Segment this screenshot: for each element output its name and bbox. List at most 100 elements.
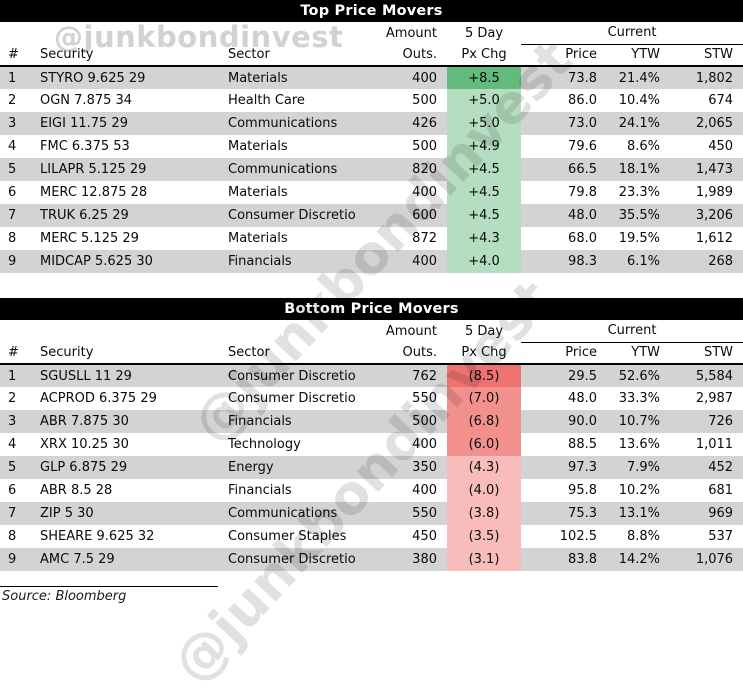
sector-name: Materials (228, 139, 288, 154)
sector-name: Financials (228, 414, 292, 429)
px-chg-cell: (7.0) (447, 387, 521, 410)
ytw-value: 19.5% (618, 231, 660, 246)
px-chg-cell: (4.3) (447, 456, 521, 479)
sector-name: Consumer Discretio (228, 208, 356, 223)
source-block: Source: Bloomberg (0, 586, 743, 604)
amount-outstanding: 426 (412, 116, 437, 131)
row-number: 5 (8, 162, 17, 177)
row-number: 4 (8, 139, 17, 154)
price-value: 98.3 (568, 254, 597, 269)
header-columns-row: # Security Sector Outs. Px Chg Price YTW… (0, 342, 743, 365)
ytw-value: 35.5% (618, 208, 660, 223)
sector-name: Consumer Staples (228, 529, 347, 544)
ytw-value: 18.1% (618, 162, 660, 177)
sector-name: Communications (228, 116, 338, 131)
table-row: 4 FMC 6.375 53 Materials 500 +4.9 79.6 8… (0, 135, 743, 158)
stw-value: 1,802 (695, 70, 734, 86)
sector-name: Materials (228, 70, 288, 86)
header-security: Security (36, 342, 228, 365)
stw-value: 268 (708, 254, 734, 269)
top-price-movers-section: Top Price Movers Amount 5 Day Current # … (0, 0, 743, 273)
header-stw: STW (663, 342, 743, 365)
header-current-group: Current (521, 320, 743, 343)
px-chg-cell: +4.5 (447, 181, 521, 204)
header-5day: 5 Day (464, 25, 504, 41)
security-name: XRX 10.25 30 (40, 437, 129, 452)
bottom-table-title-bar: Bottom Price Movers (0, 298, 743, 320)
row-number: 7 (8, 506, 17, 521)
table-row: 7 TRUK 6.25 29 Consumer Discretio 600 +4… (0, 204, 743, 227)
row-number: 2 (8, 391, 17, 406)
amount-outstanding: 450 (412, 529, 437, 544)
amount-outstanding: 600 (412, 208, 437, 223)
ytw-value: 52.6% (618, 368, 660, 384)
price-value: 102.5 (559, 529, 597, 544)
header-amount: Amount (385, 25, 437, 41)
table-row: 3 EIGI 11.75 29 Communications 426 +5.0 … (0, 112, 743, 135)
header-pxchg: Px Chg (447, 342, 521, 365)
header-columns-row: # Security Sector Outs. Px Chg Price YTW… (0, 44, 743, 67)
ytw-value: 8.6% (626, 139, 660, 154)
security-name: LILAPR 5.125 29 (40, 162, 147, 177)
ytw-value: 13.1% (618, 506, 660, 521)
sector-name: Consumer Discretio (228, 552, 356, 567)
top-table-body: 1 STYRO 9.625 29 Materials 400 +8.5 73.8… (0, 66, 743, 273)
header-sector: Sector (228, 44, 378, 67)
row-number: 7 (8, 208, 17, 223)
sector-name: Consumer Discretio (228, 368, 356, 384)
row-number: 9 (8, 552, 17, 567)
amount-outstanding: 400 (412, 254, 437, 269)
price-value: 79.6 (568, 139, 597, 154)
price-value: 83.8 (568, 552, 597, 567)
row-number: 9 (8, 254, 17, 269)
table-row: 5 LILAPR 5.125 29 Communications 820 +4.… (0, 158, 743, 181)
table-row: 4 XRX 10.25 30 Technology 400 (6.0) 88.5… (0, 433, 743, 456)
security-name: ACPROD 6.375 29 (40, 391, 157, 406)
ytw-value: 33.3% (618, 391, 660, 406)
header-security: Security (36, 44, 228, 67)
px-chg-cell: +4.5 (447, 158, 521, 181)
security-name: SGUSLL 11 29 (40, 368, 132, 384)
row-number: 3 (8, 414, 17, 429)
price-value: 75.3 (568, 506, 597, 521)
amount-outstanding: 500 (412, 414, 437, 429)
stw-value: 450 (708, 139, 734, 154)
px-chg-cell: +4.0 (447, 250, 521, 273)
amount-outstanding: 400 (412, 185, 437, 200)
ytw-value: 14.2% (618, 552, 660, 567)
price-value: 97.3 (568, 460, 597, 475)
price-value: 73.0 (568, 116, 597, 131)
table-row: 3 ABR 7.875 30 Financials 500 (6.8) 90.0… (0, 410, 743, 433)
row-number: 6 (8, 185, 17, 200)
header-group-row: Amount 5 Day Current (0, 22, 743, 45)
ytw-value: 10.7% (618, 414, 660, 429)
amount-outstanding: 820 (412, 162, 437, 177)
sector-name: Materials (228, 231, 288, 246)
price-value: 66.5 (568, 162, 597, 177)
px-chg-cell: +5.0 (447, 89, 521, 112)
sector-name: Consumer Discretio (228, 391, 356, 406)
row-number: 8 (8, 529, 17, 544)
header-amount: Amount (385, 323, 437, 339)
security-name: MIDCAP 5.625 30 (40, 254, 153, 269)
ytw-value: 23.3% (618, 185, 660, 200)
price-value: 48.0 (568, 391, 597, 406)
source-divider (0, 586, 218, 587)
ytw-value: 21.4% (618, 70, 660, 86)
row-number: 5 (8, 460, 17, 475)
sector-name: Health Care (228, 93, 305, 108)
stw-value: 3,206 (695, 208, 734, 223)
sector-name: Materials (228, 185, 288, 200)
px-chg-cell: (4.0) (447, 479, 521, 502)
amount-outstanding: 872 (412, 231, 437, 246)
stw-value: 5,584 (695, 368, 734, 384)
table-row: 9 AMC 7.5 29 Consumer Discretio 380 (3.1… (0, 548, 743, 571)
stw-value: 1,076 (695, 552, 734, 567)
px-chg-cell: (3.8) (447, 502, 521, 525)
header-pxchg: Px Chg (447, 44, 521, 67)
table-row: 2 ACPROD 6.375 29 Consumer Discretio 550… (0, 387, 743, 410)
security-name: TRUK 6.25 29 (40, 208, 129, 223)
price-value: 79.8 (568, 185, 597, 200)
table-gap (0, 273, 743, 298)
table-row: 8 MERC 5.125 29 Materials 872 +4.3 68.0 … (0, 227, 743, 250)
